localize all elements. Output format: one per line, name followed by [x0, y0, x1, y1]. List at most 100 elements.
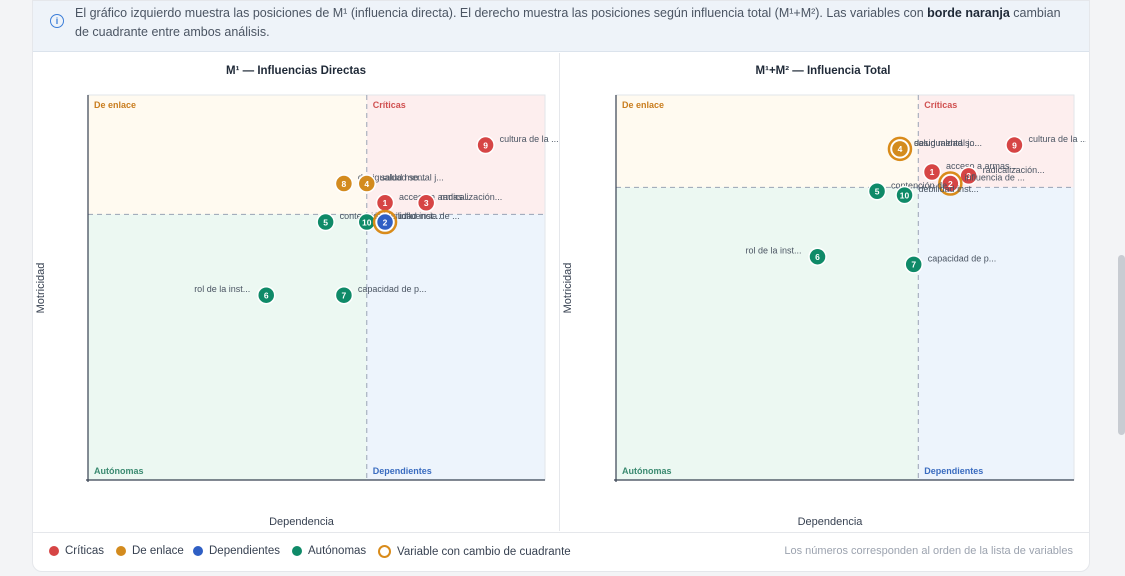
- x-axis-label: Dependencia: [798, 516, 864, 528]
- point-label-1: acceso a armas...: [399, 192, 470, 202]
- legend-dot-autonomas: [292, 546, 302, 556]
- point-2: [941, 174, 960, 193]
- quadrant-label-criticas: Críticas: [924, 100, 957, 110]
- point-number-10: 10: [362, 217, 372, 227]
- point-number-6: 6: [815, 252, 820, 262]
- point-number-5: 5: [323, 217, 328, 227]
- point-3: [416, 193, 436, 213]
- info-icon: i: [50, 14, 64, 28]
- point-label-3: radicalización...: [440, 192, 502, 202]
- chart-panel-total: De enlace Críticas Autónomas Dependientes M¹…: [560, 53, 1088, 531]
- quadrant-label-dependientes: Dependientes: [373, 466, 432, 476]
- point-number-9: 9: [483, 140, 488, 150]
- y-axis-label: Motricidad: [562, 263, 574, 314]
- legend-item-enlace: De enlace: [116, 545, 184, 557]
- point-9: [1005, 135, 1024, 155]
- point-1: [922, 162, 942, 182]
- point-6: [256, 285, 276, 305]
- point-number-7: 7: [911, 260, 916, 270]
- matrix-comparison-card: i El gráfico izquierdo muestra las posic…: [32, 0, 1090, 572]
- quadrant-label-dependientes: Dependientes: [924, 466, 983, 476]
- legend-ring-change: [378, 545, 391, 558]
- point-10: [895, 185, 914, 205]
- point-4: [357, 174, 377, 193]
- legend-item-autonomas: Autónomas: [292, 545, 366, 557]
- quadrant-dependientes: [366, 214, 545, 480]
- point-number-10: 10: [900, 190, 910, 200]
- point-5: [867, 182, 887, 201]
- quadrant-dependientes: [918, 187, 1074, 480]
- chart-title: M¹+M² — Influencia Total: [756, 65, 891, 77]
- chart-total: De enlace Críticas Autónomas Dependientes M¹…: [562, 65, 1088, 528]
- scrollbar[interactable]: [1118, 255, 1125, 435]
- point-number-6: 6: [264, 290, 269, 300]
- quadrant-criticas: [366, 95, 545, 215]
- point-label-6: rol de la inst...: [194, 284, 250, 294]
- legend-note: Los números corresponden al orden de la …: [784, 545, 1073, 557]
- quadrant-autonomas: [616, 187, 919, 480]
- point-label-3: radicalización...: [983, 165, 1045, 175]
- point-number-4: 4: [898, 144, 903, 154]
- point-label-8: desigualdad so...: [358, 173, 426, 183]
- point-label-5: contención de ...: [891, 180, 957, 190]
- point-label-2: influencia de ...: [964, 173, 1025, 183]
- point-label-6: rol de la inst...: [745, 246, 801, 256]
- point-9: [476, 135, 495, 155]
- point-7: [904, 255, 923, 274]
- point-number-2: 2: [948, 179, 953, 189]
- info-banner: i El gráfico izquierdo muestra las posic…: [33, 1, 1089, 52]
- quadrant-criticas: [918, 95, 1074, 188]
- legend-dot-dependientes: [193, 546, 203, 556]
- legend-dot-enlace: [116, 546, 126, 556]
- point-number-2: 2: [383, 217, 388, 227]
- quadrant-label-autonomas: Autónomas: [94, 466, 144, 476]
- point-label-1: acceso a armas...: [946, 161, 1017, 171]
- point-number-1: 1: [383, 198, 388, 208]
- point-number-1: 1: [930, 167, 935, 177]
- point-ring-8: [887, 136, 913, 162]
- point-number-9: 9: [1012, 140, 1017, 150]
- point-number-7: 7: [342, 290, 347, 300]
- panel-divider: [559, 53, 560, 531]
- legend-item-change: Variable con cambio de cuadrante: [378, 545, 571, 558]
- quadrant-autonomas: [88, 214, 367, 480]
- point-label-10: debilidad inst...: [381, 211, 441, 221]
- point-number-3: 3: [424, 198, 429, 208]
- point-label-7: capacidad de p...: [928, 253, 997, 263]
- point-label-4: salud mental j...: [914, 138, 977, 148]
- point-7: [334, 285, 354, 305]
- x-axis-label: Dependencia: [269, 516, 335, 528]
- point-6: [808, 247, 827, 266]
- quadrant-label-criticas: Críticas: [373, 100, 406, 110]
- point-3: [959, 166, 978, 186]
- legend: Críticas De enlace Dependientes Autónoma…: [33, 532, 1089, 571]
- point-label-10: debilidad inst...: [919, 184, 979, 194]
- chart-title: M¹ — Influencias Directas: [226, 65, 366, 77]
- point-4: [890, 139, 910, 159]
- legend-item-dependientes: Dependientes: [193, 545, 280, 557]
- legend-dot-criticas: [49, 546, 59, 556]
- point-5: [316, 212, 335, 232]
- quadrant-label-enlace: De enlace: [94, 100, 136, 110]
- point-number-3: 3: [966, 171, 971, 181]
- info-text: El gráfico izquierdo muestra las posicio…: [75, 6, 1061, 39]
- quadrant-enlace: [616, 95, 919, 188]
- point-ring-2: [372, 209, 398, 235]
- point-label-4: salud mental j...: [381, 173, 444, 183]
- chart-direct: De enlace Críticas Autónomas Dependientes M¹…: [35, 65, 559, 528]
- point-ring-2: [938, 171, 963, 196]
- point-number-5: 5: [875, 186, 880, 196]
- point-2: [375, 212, 395, 232]
- legend-item-criticas: Críticas: [49, 545, 104, 557]
- chart-panel-direct: De enlace Críticas Autónomas Dependientes M¹…: [33, 53, 559, 531]
- quadrant-label-autonomas: Autónomas: [622, 466, 672, 476]
- point-number-4: 4: [364, 179, 369, 189]
- quadrant-label-enlace: De enlace: [622, 100, 664, 110]
- point-label-9: cultura de la ...: [500, 134, 559, 144]
- point-label-8: desigualdad so...: [914, 138, 982, 148]
- y-axis-label: Motricidad: [35, 263, 47, 314]
- point-label-9: cultura de la ...: [1028, 134, 1086, 144]
- point-label-2: influencia de ...: [399, 211, 460, 221]
- point-label-7: capacidad de p...: [358, 284, 427, 294]
- quadrant-enlace: [88, 95, 367, 215]
